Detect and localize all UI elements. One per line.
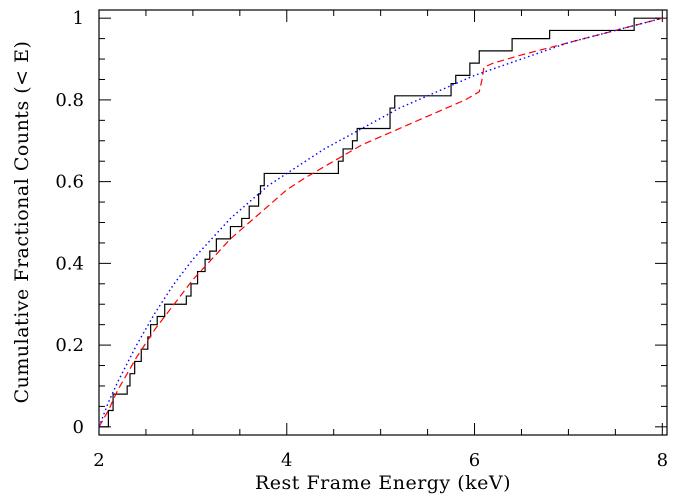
axis-tick-labels: 2 4 6 8 0 0.2 0.4 0.6 0.8 1 bbox=[55, 8, 668, 471]
series-line-solid-step bbox=[99, 17, 663, 428]
axis-ticks bbox=[98, 10, 667, 435]
y-axis-label: Cumulative Fractional Counts (< E) bbox=[11, 41, 33, 404]
x-tick-label: 4 bbox=[281, 450, 292, 471]
y-tick-label: 0.8 bbox=[55, 90, 84, 111]
plot-frame bbox=[98, 9, 668, 436]
x-tick-label: 2 bbox=[93, 450, 104, 471]
y-tick-label: 0.4 bbox=[55, 253, 84, 274]
y-tick-label: 1 bbox=[73, 8, 84, 29]
series-line-dashed bbox=[98, 17, 663, 428]
x-tick-label: 8 bbox=[657, 450, 668, 471]
y-tick-label: 0.2 bbox=[55, 335, 84, 356]
x-axis-label: Rest Frame Energy (keV) bbox=[255, 472, 511, 494]
series-line-dotted bbox=[98, 17, 663, 428]
y-tick-label: 0 bbox=[73, 417, 84, 438]
series-layer bbox=[98, 17, 663, 428]
y-tick-label: 0.6 bbox=[55, 172, 84, 193]
x-tick-label: 6 bbox=[469, 450, 480, 471]
